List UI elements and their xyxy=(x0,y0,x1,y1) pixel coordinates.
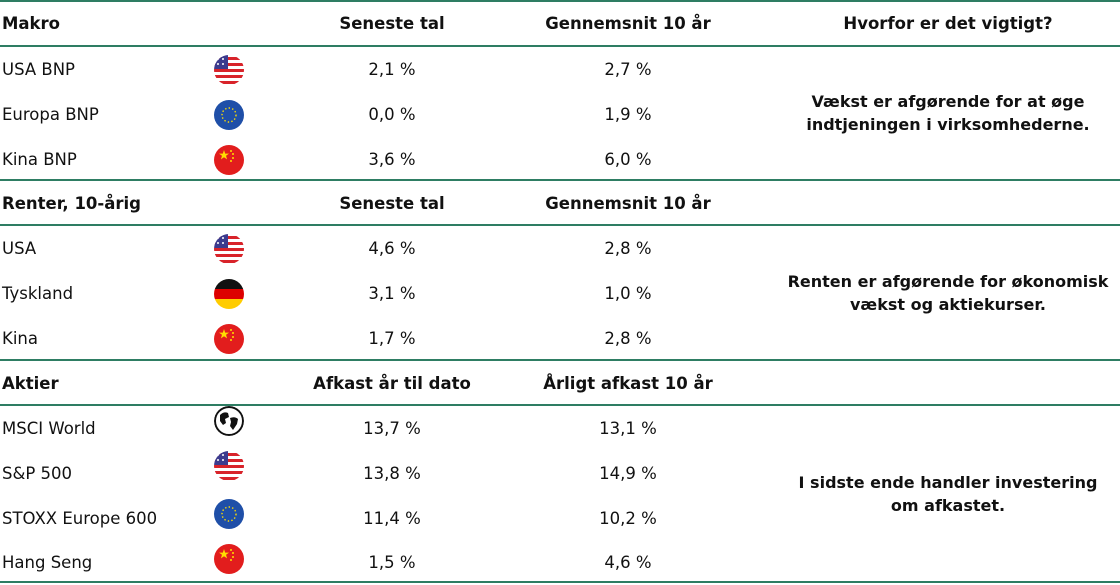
row-label: STOXX Europe 600 xyxy=(2,509,158,528)
section-header-equities: Aktier Afkast år til dato Årligt afkast … xyxy=(0,361,1120,406)
note-line: indtjeningen i virksomhederne. xyxy=(806,115,1090,134)
column-header-latest: Seneste tal xyxy=(339,14,445,33)
china-flag-icon xyxy=(214,324,244,354)
average-value: 2,8 % xyxy=(604,329,652,348)
usa-flag-icon xyxy=(214,451,244,481)
annual-value: 10,2 % xyxy=(599,509,657,528)
table-row: Tyskland 3,1 % 1,0 % xyxy=(0,271,1120,316)
row-label: USA xyxy=(2,239,37,258)
section-title: Renter, 10-årig xyxy=(2,194,141,213)
latest-value: 2,1 % xyxy=(368,60,416,79)
section-title: Aktier xyxy=(2,374,59,393)
column-header-annual: Årligt afkast 10 år xyxy=(543,374,713,393)
section-note: I sidste ende handler investering om afk… xyxy=(780,471,1116,517)
table-row: Kina BNP 3,6 % 6,0 % xyxy=(0,137,1120,182)
row-label: MSCI World xyxy=(2,419,96,438)
column-header-average: Gennemsnit 10 år xyxy=(545,14,711,33)
annual-value: 14,9 % xyxy=(599,464,657,483)
row-label: Kina xyxy=(2,329,38,348)
table-row: Hang Seng 1,5 % 4,6 % xyxy=(0,540,1120,585)
average-value: 1,9 % xyxy=(604,105,652,124)
row-label: USA BNP xyxy=(2,60,76,79)
note-line: I sidste ende handler investering xyxy=(798,473,1098,492)
usa-flag-icon xyxy=(214,234,244,264)
table-row: Kina 1,7 % 2,8 % xyxy=(0,316,1120,361)
latest-value: 0,0 % xyxy=(368,105,416,124)
annual-value: 4,6 % xyxy=(604,553,652,572)
ytd-value: 13,8 % xyxy=(363,464,421,483)
table-row: USA 4,6 % 2,8 % xyxy=(0,226,1120,271)
section-header-makro: Makro Seneste tal Gennemsnit 10 år Hvorf… xyxy=(0,1,1120,46)
row-label: Hang Seng xyxy=(2,553,93,572)
note-line: vækst og aktiekurser. xyxy=(850,295,1046,314)
table-row: MSCI World 13,7 % 13,1 % xyxy=(0,406,1120,451)
eu-flag-icon xyxy=(214,499,244,529)
average-value: 1,0 % xyxy=(604,284,652,303)
row-label: Europa BNP xyxy=(2,105,99,124)
ytd-value: 1,5 % xyxy=(368,553,416,572)
column-header-average: Gennemsnit 10 år xyxy=(545,194,711,213)
usa-flag-icon xyxy=(214,55,244,85)
section-rule xyxy=(0,359,1120,361)
table-row: S&P 500 13,8 % 14,9 % xyxy=(0,451,1120,496)
note-line: Renten er afgørende for økonomisk xyxy=(787,272,1109,291)
section-rule xyxy=(0,224,1120,226)
annual-value: 13,1 % xyxy=(599,419,657,438)
table-rule-bottom xyxy=(0,581,1120,583)
section-rule xyxy=(0,179,1120,181)
china-flag-icon xyxy=(214,544,244,574)
row-label: S&P 500 xyxy=(2,464,73,483)
note-line: om afkastet. xyxy=(890,496,1006,515)
column-header-latest: Seneste tal xyxy=(339,194,445,213)
ytd-value: 13,7 % xyxy=(363,419,421,438)
column-header-ytd: Afkast år til dato xyxy=(313,374,471,393)
section-rule xyxy=(0,404,1120,406)
china-flag-icon xyxy=(214,145,244,175)
section-note: Vækst er afgørende for at øge indtjening… xyxy=(780,90,1116,136)
section-rule xyxy=(0,45,1120,47)
ytd-value: 11,4 % xyxy=(363,509,421,528)
table-row: Europa BNP 0,0 % 1,9 % xyxy=(0,92,1120,137)
row-label: Kina BNP xyxy=(2,150,77,169)
average-value: 6,0 % xyxy=(604,150,652,169)
average-value: 2,7 % xyxy=(604,60,652,79)
section-note: Renten er afgørende for økonomisk vækst … xyxy=(780,270,1116,316)
globe-icon xyxy=(214,406,244,436)
germany-flag-icon xyxy=(214,279,244,309)
latest-value: 1,7 % xyxy=(368,329,416,348)
eu-flag-icon xyxy=(214,100,244,130)
latest-value: 3,6 % xyxy=(368,150,416,169)
section-title: Makro xyxy=(2,14,60,33)
note-line: Vækst er afgørende for at øge xyxy=(811,92,1085,111)
latest-value: 3,1 % xyxy=(368,284,416,303)
table-rule-top xyxy=(0,0,1120,2)
table-row: STOXX Europe 600 11,4 % 10,2 % xyxy=(0,496,1120,541)
latest-value: 4,6 % xyxy=(368,239,416,258)
average-value: 2,8 % xyxy=(604,239,652,258)
table-row: USA BNP 2,1 % 2,7 % xyxy=(0,47,1120,92)
column-header-why: Hvorfor er det vigtigt? xyxy=(843,14,1053,33)
row-label: Tyskland xyxy=(2,284,74,303)
section-header-rates: Renter, 10-årig Seneste tal Gennemsnit 1… xyxy=(0,181,1120,226)
